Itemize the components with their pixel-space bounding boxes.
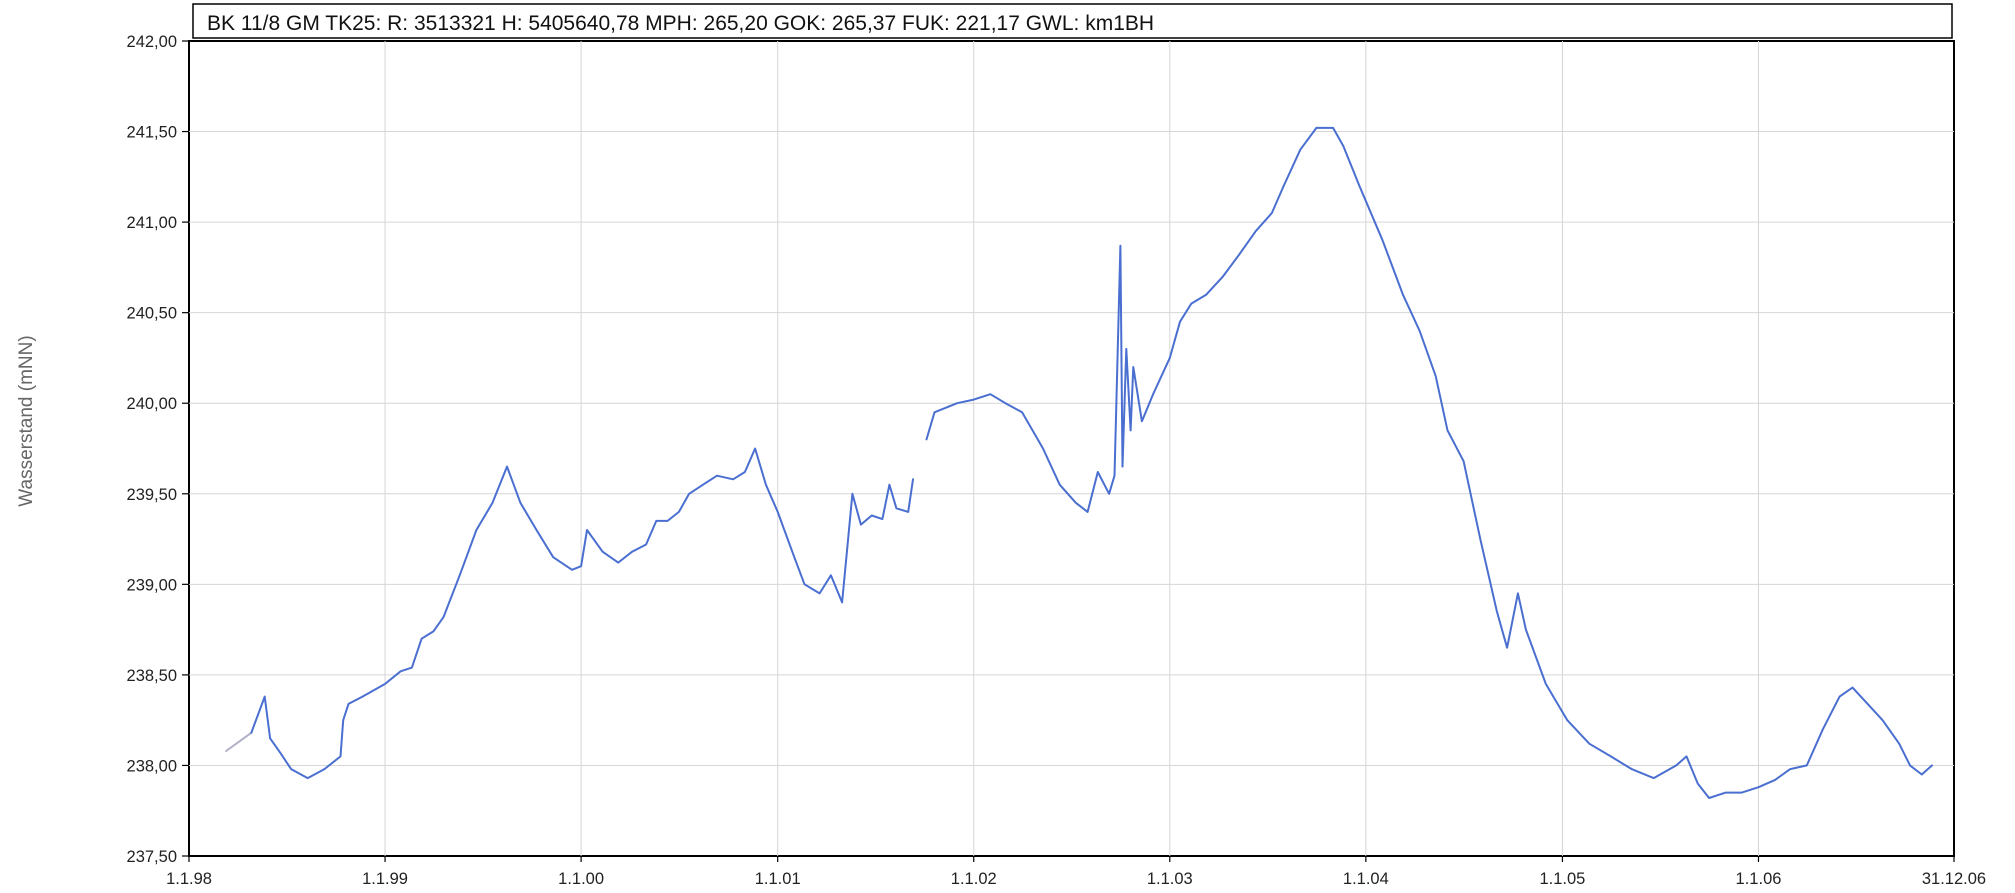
x-tick-label: 1.1.05: [1539, 870, 1585, 888]
y-tick-label: 239,50: [127, 486, 177, 504]
x-tick-label: 1.1.98: [166, 870, 212, 888]
y-tick-label: 241,00: [127, 214, 177, 232]
x-tick-label: 1.1.02: [951, 870, 997, 888]
y-axis-label: Wasserstand (mNN): [16, 335, 37, 506]
chart-title: BK 11/8 GM TK25: R: 3513321 H: 5405640,7…: [207, 12, 1154, 35]
y-tick-label: 239,00: [127, 576, 177, 594]
grid: [189, 41, 1954, 856]
y-tick-label: 241,50: [127, 124, 177, 142]
y-tick-label: 240,50: [127, 305, 177, 323]
x-tick-label: 1.1.03: [1147, 870, 1193, 888]
x-tick-label: 1.1.00: [558, 870, 604, 888]
y-tick-label: 238,00: [127, 757, 177, 775]
series-layer: [225, 126, 1933, 799]
y-tick-label: 238,50: [127, 667, 177, 685]
x-tick-label: 31.12.06: [1922, 870, 1986, 888]
x-tick-label: 1.1.04: [1343, 870, 1389, 888]
x-tick-label: 1.1.01: [755, 870, 801, 888]
y-tick-label: 237,50: [127, 848, 177, 866]
x-axis-ticks: 1.1.98 1.1.99 1.1.00 1.1.01 1.1.02 1.1.03 1.1.…: [166, 856, 1986, 888]
series-line-segment: [225, 731, 253, 752]
y-tick-label: 242,00: [127, 33, 177, 51]
y-tick-label: 240,00: [127, 395, 177, 413]
series-line-segment: [925, 126, 1933, 799]
x-tick-label: 1.1.99: [362, 870, 408, 888]
plot-frame: [188, 40, 1955, 857]
header-box: [192, 3, 1953, 39]
series-line-segment: [250, 447, 914, 780]
y-axis-ticks: 237,50 238,00 238,50 239,00 239,50 240,00 240,…: [127, 33, 189, 866]
x-tick-label: 1.1.06: [1736, 870, 1782, 888]
